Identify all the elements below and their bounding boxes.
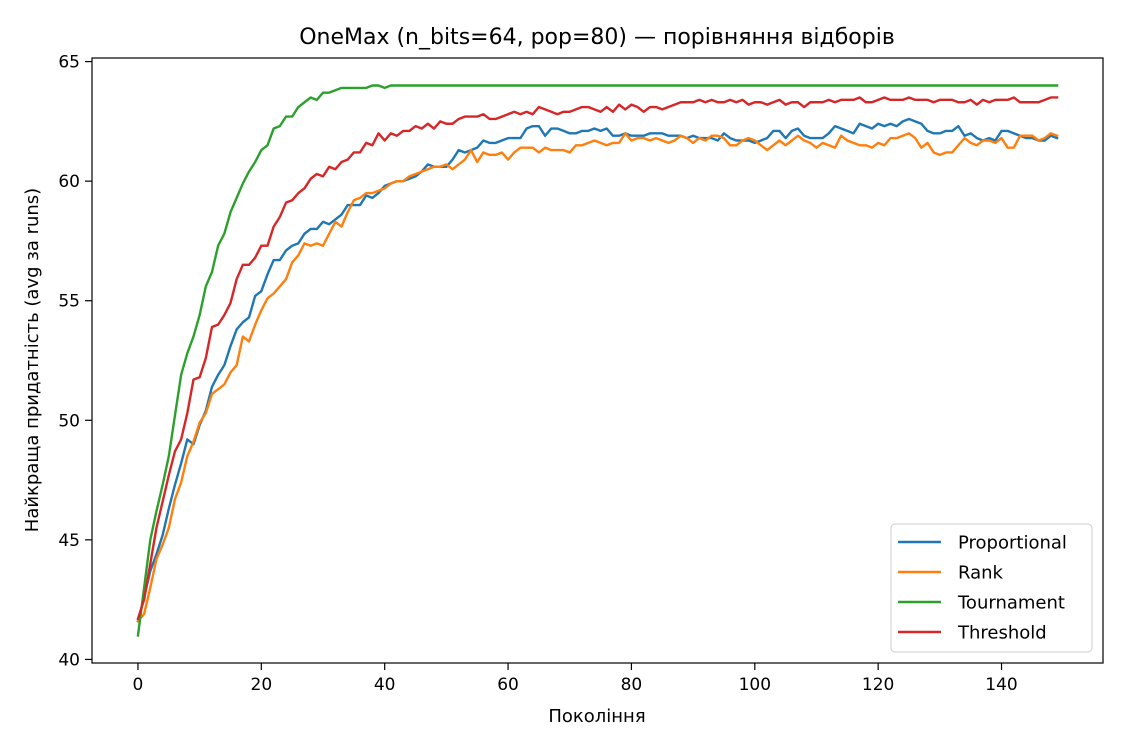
legend-label-threshold: Threshold bbox=[957, 623, 1047, 644]
x-tick-label: 120 bbox=[862, 675, 894, 695]
x-tick-label: 60 bbox=[497, 675, 519, 695]
x-axis-label: Покоління bbox=[548, 706, 645, 727]
y-axis-ticks: 40 45 50 55 60 65 bbox=[58, 53, 92, 670]
y-tick-label: 65 bbox=[58, 53, 80, 73]
series-line-tournament bbox=[136, 84, 1059, 637]
x-tick-label: 140 bbox=[985, 675, 1017, 695]
x-tick-label: 100 bbox=[739, 675, 771, 695]
series-line-threshold bbox=[136, 96, 1059, 621]
legend-label-rank: Rank bbox=[958, 563, 1004, 584]
x-tick-label: 80 bbox=[621, 675, 643, 695]
legend: Proportional Rank Tournament Threshold bbox=[890, 523, 1093, 653]
y-tick-label: 45 bbox=[58, 531, 80, 551]
series-line-rank bbox=[136, 132, 1059, 623]
x-tick-label: 0 bbox=[133, 675, 144, 695]
legend-label-tournament: Tournament bbox=[957, 593, 1065, 614]
legend-box bbox=[890, 523, 1093, 653]
x-axis-ticks: 0 20 40 60 80 100 120 140 bbox=[133, 663, 1018, 695]
chart-title: OneMax (n_bits=64, pop=80) — порівняння … bbox=[299, 25, 895, 50]
y-axis-label: Найкраща придатність (avg за runs) bbox=[22, 188, 43, 532]
x-tick-label: 20 bbox=[251, 675, 273, 695]
y-tick-label: 60 bbox=[58, 172, 80, 192]
x-tick-label: 40 bbox=[374, 675, 396, 695]
y-tick-label: 40 bbox=[58, 650, 80, 670]
legend-label-proportional: Proportional bbox=[958, 533, 1067, 554]
y-tick-label: 50 bbox=[58, 411, 80, 431]
plot-area-frame bbox=[91, 57, 1104, 664]
series-line-proportional bbox=[136, 117, 1059, 623]
series-layer bbox=[136, 84, 1059, 637]
y-tick-label: 55 bbox=[58, 292, 80, 312]
